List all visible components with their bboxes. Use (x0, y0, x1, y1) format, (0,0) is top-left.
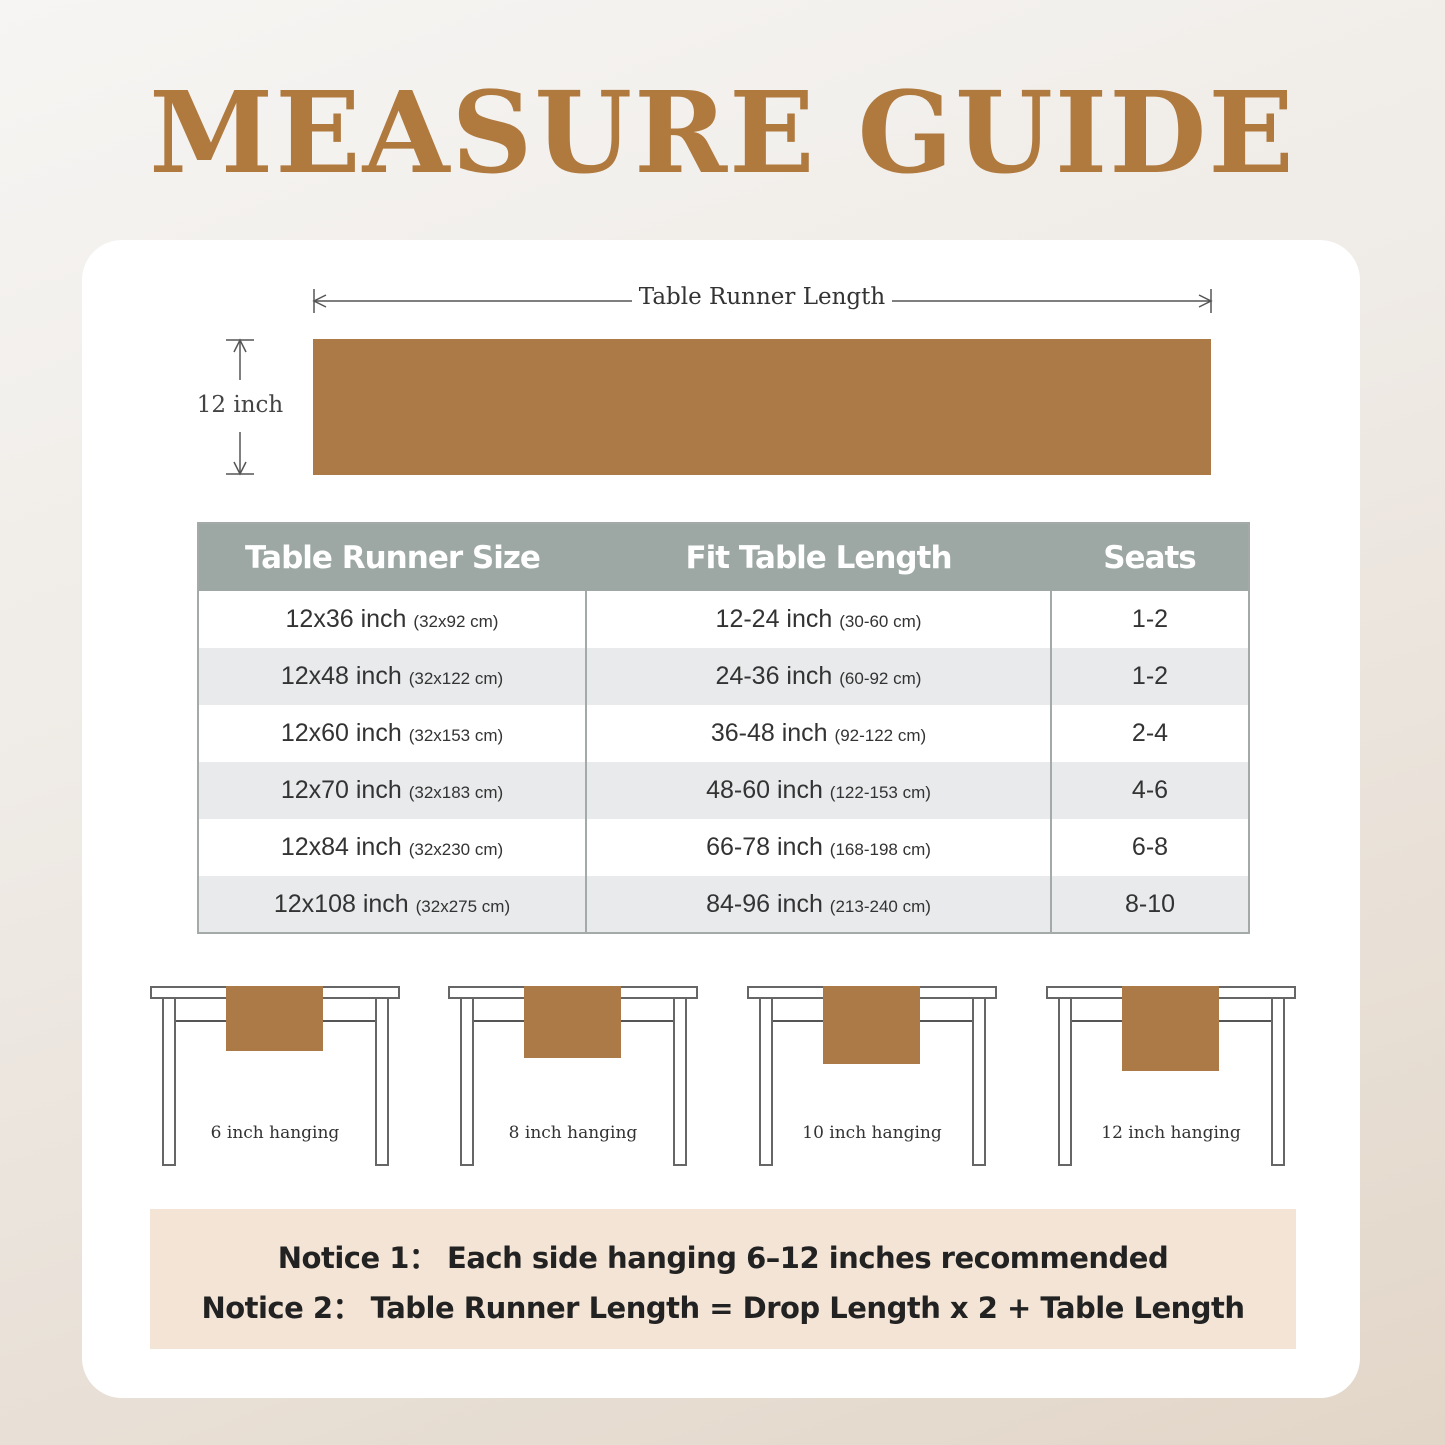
runner-illustration (313, 339, 1211, 475)
fit-cell: 24-36 inch (60-92 cm) (585, 648, 1051, 705)
fit-cell: 66-78 inch (168-198 cm) (585, 819, 1051, 876)
size-inch: 12x60 inch (280, 719, 402, 747)
hanging-illustration: 6 inch hanging (150, 986, 400, 1166)
runner-drop (226, 986, 323, 1051)
table-leg (162, 997, 176, 1166)
header-size: Table Runner Size (198, 523, 586, 591)
page-title: MEASURE GUIDE (149, 68, 1296, 199)
size-cell: 12x36 inch (32x92 cm) (198, 591, 586, 648)
fit-cell: 36-48 inch (92-122 cm) (585, 705, 1051, 762)
hanging-label: 8 inch hanging (508, 1123, 638, 1143)
fit-cm: (60-92 cm) (839, 669, 922, 688)
fit-inch: 24-36 inch (715, 662, 833, 690)
seats-cell: 8-10 (1050, 876, 1249, 933)
table-leg (1271, 997, 1285, 1166)
fit-inch: 66-78 inch (706, 833, 823, 861)
notice-box: Notice 1： Each side hanging 6–12 inches … (150, 1209, 1296, 1349)
header-seats: Seats (1051, 523, 1249, 591)
fit-cm: (30-60 cm) (839, 612, 922, 631)
size-inch: 12x84 inch (280, 833, 402, 861)
fit-cm: (213-240 cm) (829, 896, 931, 916)
fit-inch: 48-60 inch (706, 776, 823, 804)
size-inch: 12x70 inch (280, 776, 402, 804)
runner-drop (823, 986, 920, 1065)
fit-inch: 12-24 inch (715, 605, 833, 633)
size-inch: 12x36 inch (285, 605, 407, 633)
table-leg (972, 997, 986, 1166)
hanging-label: 10 inch hanging (802, 1123, 942, 1143)
fit-cell: 12-24 inch (30-60 cm) (585, 591, 1051, 648)
hanging-illustration: 12 inch hanging (1046, 986, 1296, 1166)
size-cm: (32x153 cm) (408, 726, 504, 745)
fit-inch: 36-48 inch (710, 719, 828, 747)
table-row: 12x108 inch (32x275 cm) 84-96 inch (213-… (198, 876, 1249, 933)
size-cm: (32x230 cm) (408, 840, 504, 859)
fit-cell: 84-96 inch (213-240 cm) (585, 876, 1051, 933)
table-leg (375, 997, 389, 1166)
size-inch: 12x48 inch (280, 662, 402, 690)
runner-width-label: 12 inch (196, 392, 284, 418)
dimension-arrows (226, 289, 1213, 476)
size-cm: (32x122 cm) (408, 669, 504, 688)
size-cm: (32x275 cm) (415, 896, 511, 916)
seats-cell: 1-2 (1050, 648, 1249, 705)
size-cell: 12x60 inch (32x153 cm) (198, 705, 586, 762)
table-row: 12x60 inch (32x153 cm) 36-48 inch (92-12… (198, 705, 1249, 762)
size-table: Table Runner Size Fit Table Length Seats… (197, 522, 1250, 934)
fit-cm: (122-153 cm) (829, 783, 931, 802)
size-cell: 12x108 inch (32x275 cm) (198, 876, 586, 933)
size-inch: 12x108 inch (273, 889, 409, 918)
table-leg (673, 997, 687, 1166)
runner-drop (524, 986, 621, 1058)
table-leg (460, 997, 474, 1166)
table-row: 12x48 inch (32x122 cm) 24-36 inch (60-92… (198, 648, 1249, 705)
table-row: 12x70 inch (32x183 cm) 48-60 inch (122-1… (198, 762, 1249, 819)
fit-cell: 48-60 inch (122-153 cm) (585, 762, 1051, 819)
size-cell: 12x70 inch (32x183 cm) (198, 762, 586, 819)
fit-inch: 84-96 inch (706, 889, 823, 918)
notice-1: Notice 1： Each side hanging 6–12 inches … (277, 1241, 1169, 1275)
table-row: 12x36 inch (32x92 cm) 12-24 inch (30-60 … (198, 591, 1249, 648)
seats-cell: 6-8 (1050, 819, 1249, 876)
runner-drop (1122, 986, 1219, 1071)
hanging-label: 6 inch hanging (210, 1123, 340, 1143)
notice-2: Notice 2： Table Runner Length = Drop Len… (201, 1291, 1245, 1325)
hanging-illustration: 8 inch hanging (448, 986, 698, 1166)
size-cm: (32x183 cm) (408, 783, 504, 802)
runner-length-label: Table Runner Length (632, 284, 892, 310)
hanging-illustration: 10 inch hanging (747, 986, 997, 1166)
fit-cm: (168-198 cm) (829, 840, 931, 859)
header-fit: Fit Table Length (586, 523, 1051, 591)
table-leg (1058, 997, 1072, 1166)
fit-cm: (92-122 cm) (834, 726, 927, 745)
table-row: 12x84 inch (32x230 cm) 66-78 inch (168-1… (198, 819, 1249, 876)
seats-cell: 1-2 (1050, 591, 1249, 648)
size-cell: 12x48 inch (32x122 cm) (198, 648, 586, 705)
hanging-label: 12 inch hanging (1101, 1123, 1241, 1143)
table-leg (759, 997, 773, 1166)
seats-cell: 4-6 (1050, 762, 1249, 819)
seats-cell: 2-4 (1050, 705, 1249, 762)
size-cell: 12x84 inch (32x230 cm) (198, 819, 586, 876)
size-cm: (32x92 cm) (413, 612, 499, 631)
